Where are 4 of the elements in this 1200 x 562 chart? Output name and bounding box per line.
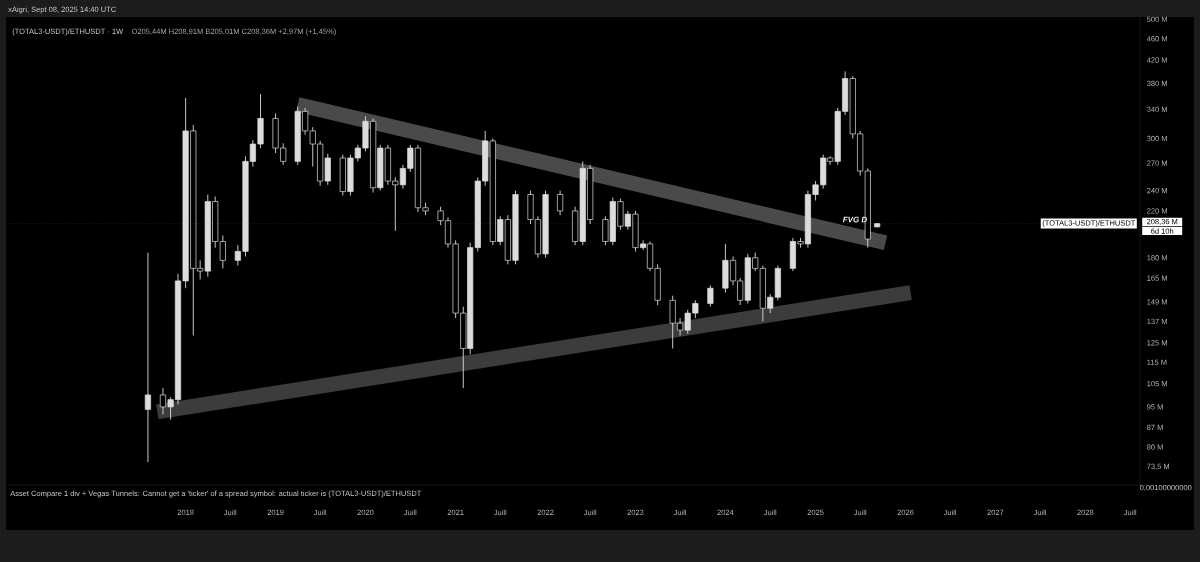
annotation: FVG D	[842, 216, 867, 223]
candlestick	[144, 252, 151, 463]
candlestick	[557, 190, 564, 216]
candlestick	[707, 284, 714, 308]
